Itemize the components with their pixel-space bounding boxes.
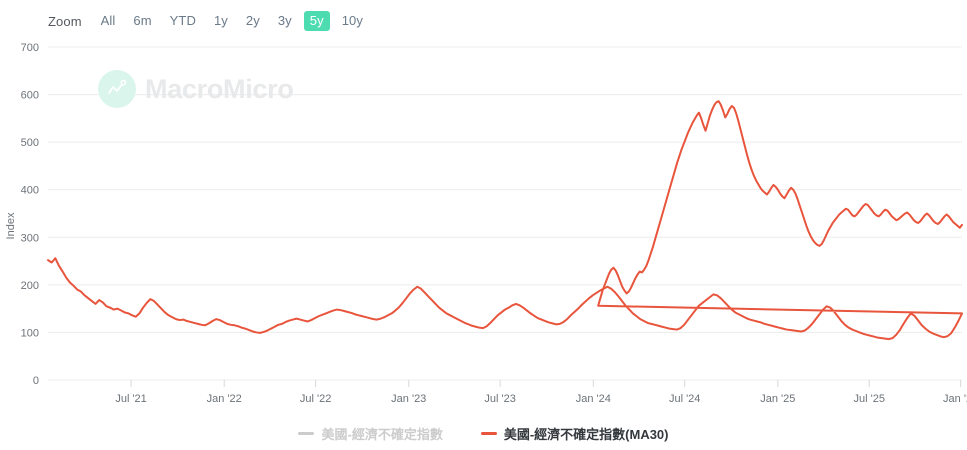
range-button-ytd[interactable]: YTD — [164, 11, 202, 31]
y-axis-title: Index — [5, 212, 17, 239]
range-button-3y[interactable]: 3y — [272, 11, 298, 31]
series-line-ma30 — [47, 100, 963, 341]
x-axis-tick-labels: Jul '21 Jan '22 Jul '22 Jan '23 Jul '23 Jan '… — [115, 393, 967, 405]
legend-color-swatch — [480, 432, 497, 435]
x-tick-label: Jan '25 — [760, 393, 795, 405]
legend-color-swatch — [298, 432, 315, 435]
range-button-6m[interactable]: 6m — [127, 11, 157, 31]
x-tick-label: Jan '23 — [391, 393, 426, 405]
zoom-label: Zoom — [48, 13, 82, 29]
range-button-1y[interactable]: 1y — [208, 11, 234, 31]
legend-label: 美國-經濟不確定指數 — [321, 427, 443, 442]
y-tick-label: 700 — [21, 42, 39, 54]
chart-legend: 美國-經濟不確定指數 美國-經濟不確定指數(MA30) — [0, 424, 967, 443]
range-button-10y[interactable]: 10y — [336, 11, 369, 31]
y-axis-tick-labels: 0 100 200 300 400 500 600 700 — [21, 42, 39, 387]
y-tick-label: 600 — [21, 90, 39, 102]
range-button-5y[interactable]: 5y — [303, 11, 330, 31]
y-tick-label: 0 — [33, 375, 39, 387]
zoom-toolbar: Zoom All 6m YTD 1y 2y 3y 5y 10y — [0, 0, 967, 42]
x-tick-label: Jan '24 — [576, 393, 611, 405]
x-tick-label: Jul '25 — [854, 393, 885, 405]
legend-label: 美國-經濟不確定指數(MA30) — [503, 427, 669, 442]
legend-item-raw[interactable]: 美國-經濟不確定指數 — [298, 424, 443, 443]
legend-item-ma30[interactable]: 美國-經濟不確定指數(MA30) — [480, 424, 669, 443]
y-tick-label: 200 — [21, 280, 39, 292]
grid-lines — [48, 46, 962, 381]
x-tick-label: Jul '23 — [484, 393, 515, 405]
range-button-all[interactable]: All — [95, 11, 122, 31]
x-tick-label: Jul '21 — [115, 393, 146, 405]
range-button-2y[interactable]: 2y — [240, 11, 266, 31]
y-tick-label: 500 — [21, 137, 39, 149]
x-tick-label: Jul '24 — [669, 393, 700, 405]
x-tick-label: Jul '22 — [300, 393, 331, 405]
y-tick-label: 300 — [21, 232, 39, 244]
x-tick-label: Jan '22 — [207, 393, 242, 405]
range-button-group: All 6m YTD 1y 2y 3y 5y 10y — [95, 11, 375, 31]
plot-area: 0 100 200 300 400 500 600 700 Jul '21 Jan '22 Jul… — [0, 42, 967, 410]
x-tick-label: Jan '26 — [943, 393, 967, 405]
y-tick-label: 400 — [21, 185, 39, 197]
y-tick-label: 100 — [21, 327, 39, 339]
x-axis-tick-marks — [130, 380, 962, 387]
